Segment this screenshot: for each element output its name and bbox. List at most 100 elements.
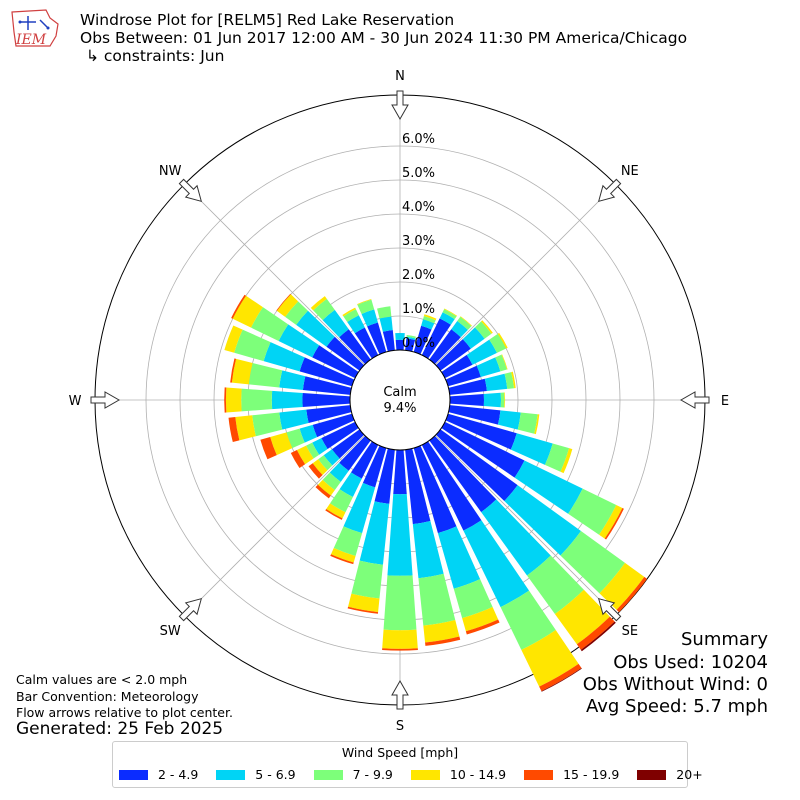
rose-bar-segment xyxy=(423,315,436,324)
summary-heading: Summary xyxy=(681,629,768,650)
rose-bar-segment xyxy=(306,405,352,423)
rose-bar-segment xyxy=(276,294,299,317)
rose-bar-segment xyxy=(322,309,349,338)
rose-bar-segment xyxy=(541,668,582,692)
rose-bar-segment xyxy=(228,417,240,442)
rose-bar-segment xyxy=(359,501,390,565)
rose-bar-segment xyxy=(225,387,242,413)
calm-circle xyxy=(349,349,451,451)
rose-bar-segment xyxy=(317,479,335,496)
chart-title: Windrose Plot for [RELM5] Red Lake Reser… xyxy=(80,11,455,29)
logo-text: IEM xyxy=(15,32,47,48)
rose-bar-segment xyxy=(382,329,395,352)
rose-bar-segment xyxy=(315,484,331,499)
legend: Wind Speed [mph] 2 - 4.9 5 - 6.9 7 - 9.9 10… xyxy=(112,741,703,788)
rose-bar-segment xyxy=(463,520,530,608)
rose-bar-segment xyxy=(442,309,457,320)
radial-tick-label: 6.0% xyxy=(402,132,435,147)
direction-label: SW xyxy=(160,624,181,639)
legend-label: 7 - 9.9 xyxy=(352,767,393,782)
rose-bar-segment xyxy=(279,370,306,390)
calm-note: Calm values are < 2.0 mph xyxy=(16,672,188,687)
rose-bar-segment xyxy=(448,405,501,425)
flow-arrow-icon xyxy=(597,597,622,622)
rose-bar-segment xyxy=(527,555,584,615)
rose-bar-segment xyxy=(449,393,484,407)
rose-bar-segment xyxy=(306,442,320,459)
rose-bar-segment xyxy=(342,307,356,317)
rose-bar-segment xyxy=(445,413,517,450)
rose-bar-segment xyxy=(441,354,473,379)
rose-bar-segment xyxy=(299,357,355,387)
rose-bar-segment xyxy=(413,445,457,534)
rose-bar-segment xyxy=(497,410,521,430)
rose-bar-segment xyxy=(339,435,371,471)
rose-bar-segment xyxy=(616,576,648,613)
rose-bar-segment xyxy=(347,315,365,334)
rose-bar-segment xyxy=(560,448,573,474)
rose-bar-segment xyxy=(497,332,508,349)
rose-bar-segment xyxy=(312,413,355,438)
rose-bar-segment xyxy=(343,309,359,322)
rose-bar-segment xyxy=(321,421,359,449)
rose-bar-segment xyxy=(339,472,362,497)
rose-bar-segment xyxy=(514,460,583,514)
rose-bar-segment xyxy=(318,455,333,471)
rose-bar-segment xyxy=(312,345,359,379)
rose-bar-segment xyxy=(504,485,581,556)
rose-bar-segment xyxy=(421,318,451,359)
rose-bar-segment xyxy=(604,507,624,540)
iem-logo: IEM xyxy=(11,9,59,48)
rose-bar-segment xyxy=(483,392,501,408)
rose-bar-segment xyxy=(504,372,514,389)
radial-tick-label: 2.0% xyxy=(402,268,435,283)
rose-bar-segment xyxy=(354,327,379,359)
rose-bar-segment xyxy=(357,299,375,315)
rose-bar-segment xyxy=(235,415,256,441)
rose-bar-segment xyxy=(500,590,556,650)
flow-arrow-icon xyxy=(90,391,121,409)
rose-bar-segment xyxy=(367,322,387,355)
rose-bar-segment xyxy=(387,493,413,576)
rose-bar-segment xyxy=(252,412,283,437)
legend-swatch xyxy=(313,769,343,780)
rose-bar-segment xyxy=(406,335,416,339)
rose-bar-segment xyxy=(599,505,623,539)
rose-bar-segment xyxy=(382,648,418,651)
legend-swatch xyxy=(216,769,246,780)
rose-bar-segment xyxy=(351,560,383,599)
rose-bar-segment xyxy=(343,482,376,534)
rose-bar-segment xyxy=(445,365,481,387)
rose-bar-segment xyxy=(481,320,493,334)
rose-bar-segment xyxy=(457,316,472,330)
rose-bar-segment xyxy=(406,336,416,340)
rose-bar-segment xyxy=(465,619,500,635)
rose-bar-segment xyxy=(330,554,354,565)
rose-bar-segment xyxy=(302,393,351,407)
flow-arrow-icon xyxy=(178,597,203,622)
rose-bar-segment xyxy=(230,358,237,383)
rose-bar-segment xyxy=(466,339,497,365)
legend-label: 5 - 6.9 xyxy=(255,767,296,782)
legend-item: 7 - 9.9 xyxy=(313,767,393,782)
calm-value: 9.4% xyxy=(383,401,416,416)
flow-arrows-note: Flow arrows relative to plot center. xyxy=(16,705,233,720)
legend-item: 20+ xyxy=(637,767,703,782)
legend-item: 2 - 4.9 xyxy=(119,767,198,782)
rose-bar-segment xyxy=(361,309,378,327)
flow-arrow-icon xyxy=(391,90,409,121)
chart-constraints: ↳ constraints: Jun xyxy=(86,47,225,65)
windrose-bars xyxy=(224,293,648,692)
legend-item: 15 - 19.9 xyxy=(524,767,619,782)
rose-bar-segment xyxy=(476,357,501,377)
rose-bar-segment xyxy=(279,409,309,430)
flow-arrow-icon xyxy=(391,679,409,710)
rose-bar-segment xyxy=(521,630,579,687)
rose-bar-segment xyxy=(234,329,271,362)
rose-bar-segment xyxy=(271,390,303,410)
rose-bar-segment xyxy=(330,548,356,563)
rose-bar-segment xyxy=(395,339,405,351)
rose-bar-segment xyxy=(326,336,365,371)
rose-bar-segment xyxy=(405,448,431,525)
rose-bar-segment xyxy=(481,499,551,576)
